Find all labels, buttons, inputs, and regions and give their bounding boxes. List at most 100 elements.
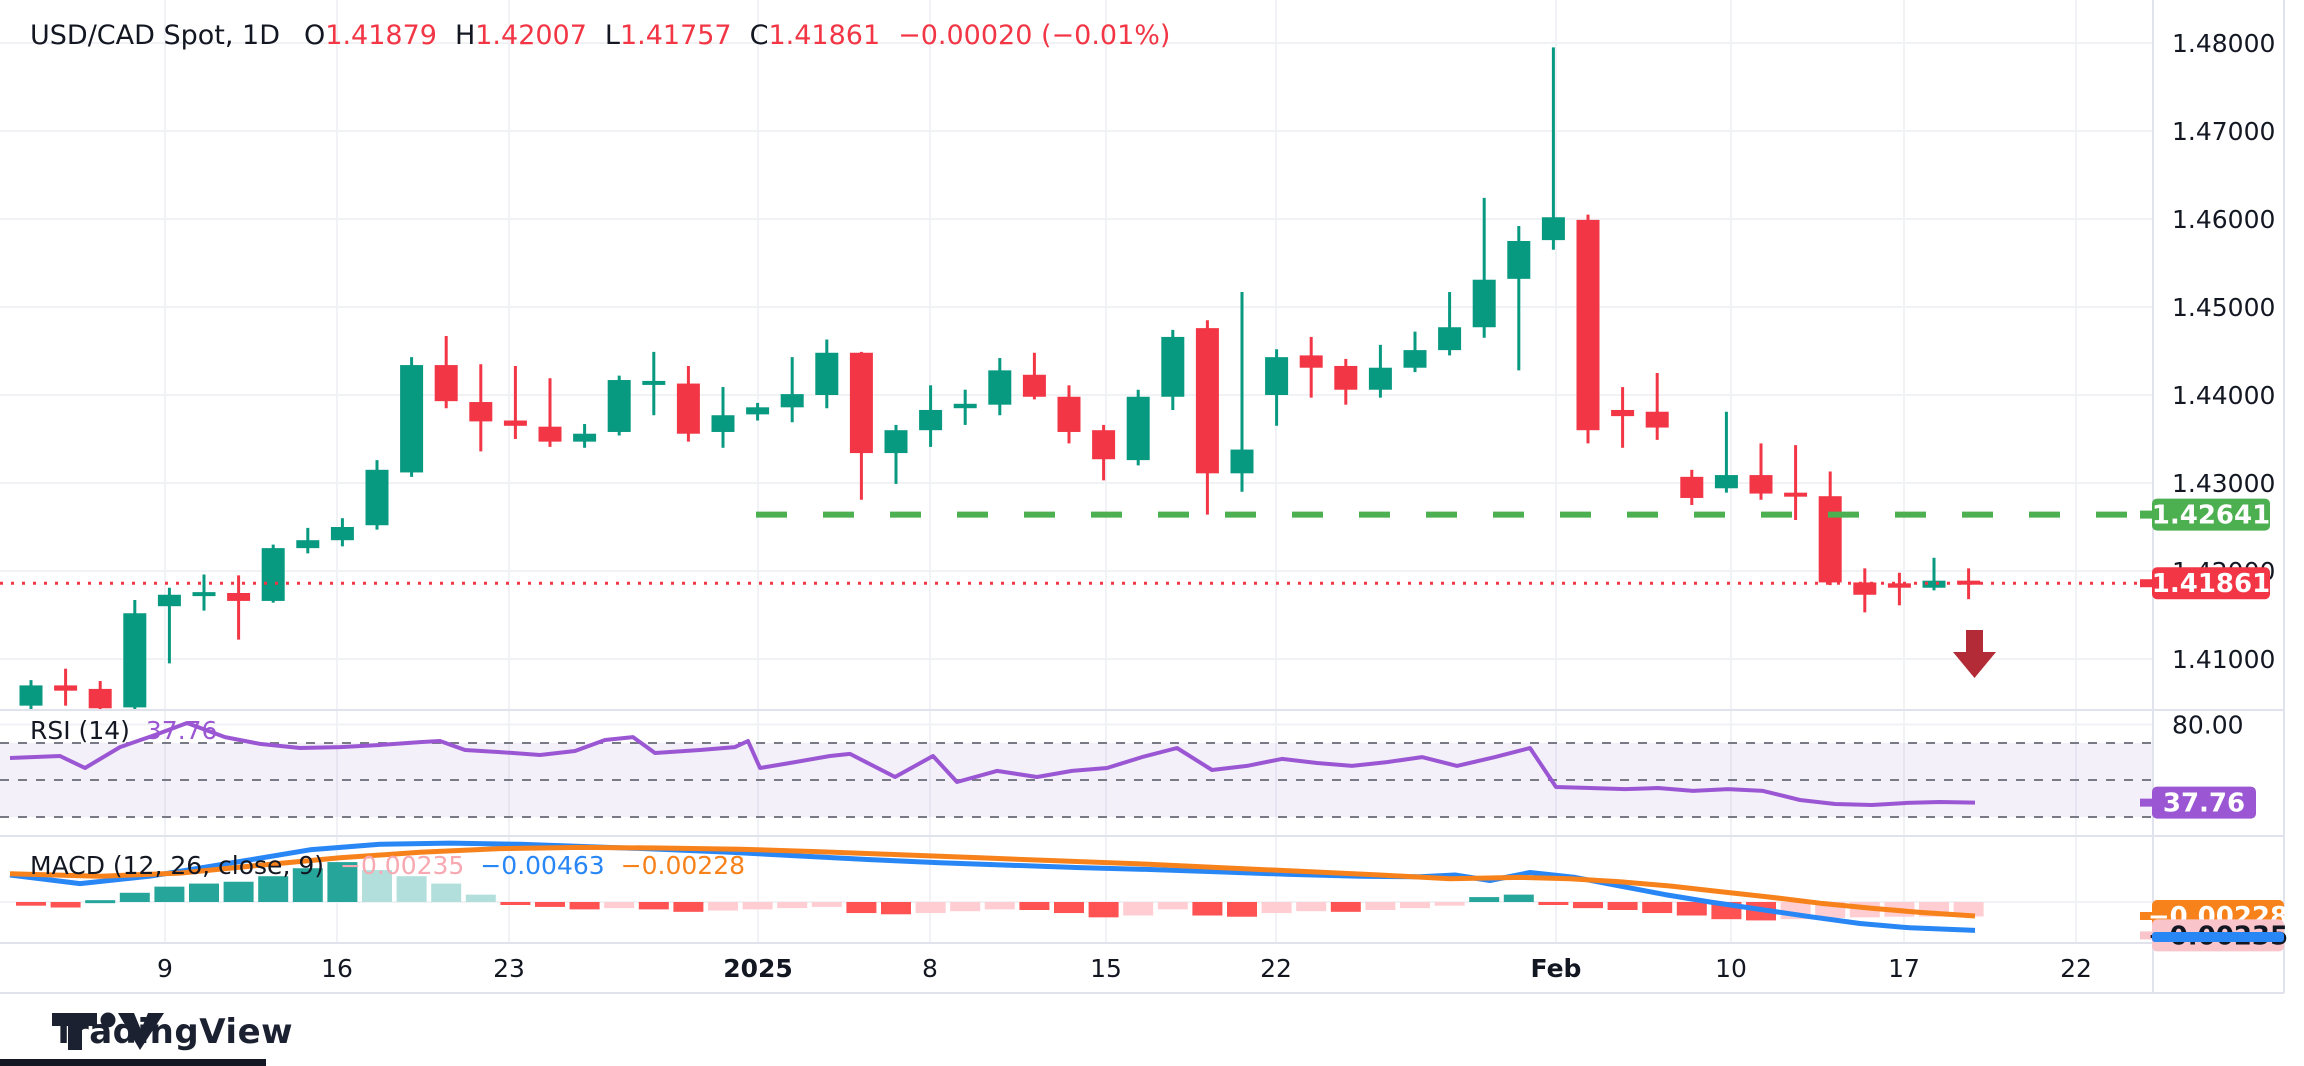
time-label: 10	[1715, 954, 1747, 983]
macd-signal-value: −0.00228	[620, 851, 746, 880]
candle[interactable]	[1161, 329, 1185, 410]
rsi-axis-80: 80.00	[2172, 711, 2244, 740]
candle[interactable]	[607, 375, 631, 436]
support-price-badge[interactable]: 1.42641	[2140, 498, 2270, 531]
candle[interactable]	[1749, 443, 1773, 500]
ohlc-high: H1.42007	[454, 20, 587, 51]
candle[interactable]	[1853, 568, 1877, 613]
time-label: 8	[922, 954, 938, 983]
candle[interactable]	[1334, 358, 1358, 405]
candle[interactable]	[1438, 292, 1462, 356]
candle[interactable]	[1092, 424, 1116, 481]
svg-text:1.41861: 1.41861	[2152, 569, 2270, 599]
candle[interactable]	[815, 339, 839, 409]
candle[interactable]	[1299, 336, 1323, 398]
symbol-title[interactable]: USD/CAD Spot, 1D	[30, 20, 281, 51]
candle[interactable]	[1680, 469, 1704, 505]
candle[interactable]	[227, 575, 251, 640]
down-arrow[interactable]	[1953, 630, 1996, 678]
candle[interactable]	[1957, 568, 1981, 600]
macd-legend[interactable]: MACD (12, 26, close, 9) −0.00235 −0.0046…	[30, 851, 745, 880]
svg-text:1.42641: 1.42641	[2152, 501, 2270, 531]
candle[interactable]	[676, 365, 700, 442]
svg-text:1.44000: 1.44000	[2172, 381, 2275, 410]
candle[interactable]	[503, 365, 527, 439]
svg-text:1.46000: 1.46000	[2172, 205, 2275, 234]
candle[interactable]	[1784, 445, 1808, 520]
time-label: 22	[2060, 954, 2092, 983]
time-label: 17	[1888, 954, 1920, 983]
rsi-legend[interactable]: RSI (14) 37.76	[30, 716, 217, 745]
candle[interactable]	[1126, 389, 1150, 466]
gridlines	[0, 0, 2153, 943]
candle[interactable]	[1195, 320, 1219, 515]
candle[interactable]	[400, 357, 424, 477]
svg-text:1.48000: 1.48000	[2172, 29, 2275, 58]
tradingview-footer[interactable]: TradingView	[52, 1012, 293, 1052]
candle[interactable]	[1022, 352, 1046, 400]
macd-label: MACD (12, 26, close, 9)	[30, 851, 324, 880]
svg-text:1.41000: 1.41000	[2172, 645, 2275, 674]
candle[interactable]	[1507, 226, 1531, 371]
rsi-value-badge: 37.76	[2140, 786, 2256, 819]
candle[interactable]	[711, 387, 735, 448]
rsi-line[interactable]	[9, 721, 1976, 807]
candle[interactable]	[19, 680, 43, 711]
bottom-strip	[0, 1059, 266, 1066]
candle[interactable]	[365, 460, 389, 530]
macd-signal-line[interactable]	[9, 844, 1976, 919]
candle[interactable]	[434, 336, 458, 409]
candlesticks[interactable]	[19, 47, 1981, 711]
candle[interactable]	[1887, 572, 1911, 606]
candle[interactable]	[1922, 557, 1946, 591]
candle[interactable]	[1714, 411, 1738, 493]
candle[interactable]	[1818, 471, 1842, 586]
time-label: 22	[1260, 954, 1292, 983]
candle[interactable]	[1057, 385, 1081, 444]
candle[interactable]	[469, 364, 493, 452]
macd-line[interactable]	[9, 840, 1976, 933]
candle[interactable]	[1576, 214, 1600, 444]
candle[interactable]	[192, 574, 216, 611]
time-label: 15	[1090, 954, 1122, 983]
ohlc-low: L1.41757	[604, 20, 732, 51]
svg-text:1.45000: 1.45000	[2172, 293, 2275, 322]
candle[interactable]	[1645, 373, 1669, 440]
candle[interactable]	[88, 681, 112, 711]
candle[interactable]	[849, 351, 873, 500]
candle[interactable]	[642, 351, 666, 416]
svg-text:1.43000: 1.43000	[2172, 469, 2275, 498]
candle[interactable]	[157, 587, 181, 664]
candle[interactable]	[1230, 292, 1254, 492]
price-axis[interactable]: 1.48000 1.47000 1.46000 1.45000 1.44000 1.430…	[2172, 29, 2275, 740]
candle[interactable]	[1472, 197, 1496, 338]
candle[interactable]	[123, 600, 147, 711]
candle[interactable]	[780, 357, 804, 423]
candle[interactable]	[54, 668, 78, 706]
candle[interactable]	[1403, 331, 1427, 373]
candle[interactable]	[261, 544, 285, 603]
candle[interactable]	[296, 527, 320, 554]
rsi-label: RSI (14)	[30, 716, 130, 745]
time-label: Feb	[1531, 954, 1582, 983]
candle[interactable]	[1611, 387, 1635, 448]
candle[interactable]	[884, 424, 908, 484]
candle[interactable]	[746, 402, 770, 421]
rsi-band	[0, 742, 2153, 818]
last-price-badge: 1.41861	[2140, 567, 2270, 600]
time-axis[interactable]: 9 16 23 2025 8 15 22 Feb 10 17 22	[157, 954, 2092, 983]
candle[interactable]	[330, 518, 354, 547]
symbol-legend[interactable]: USD/CAD Spot, 1D O1.41879 H1.42007 L1.41…	[30, 20, 1170, 51]
ohlc-open: O1.41879	[304, 20, 437, 51]
candle[interactable]	[573, 424, 597, 448]
candle[interactable]	[1265, 349, 1289, 426]
candle[interactable]	[953, 389, 977, 425]
candle[interactable]	[1368, 344, 1392, 398]
candle[interactable]	[919, 385, 943, 447]
candle[interactable]	[538, 378, 562, 447]
candle[interactable]	[988, 358, 1012, 416]
candle[interactable]	[1541, 47, 1565, 250]
macd-hist-value: −0.00235	[340, 851, 465, 880]
